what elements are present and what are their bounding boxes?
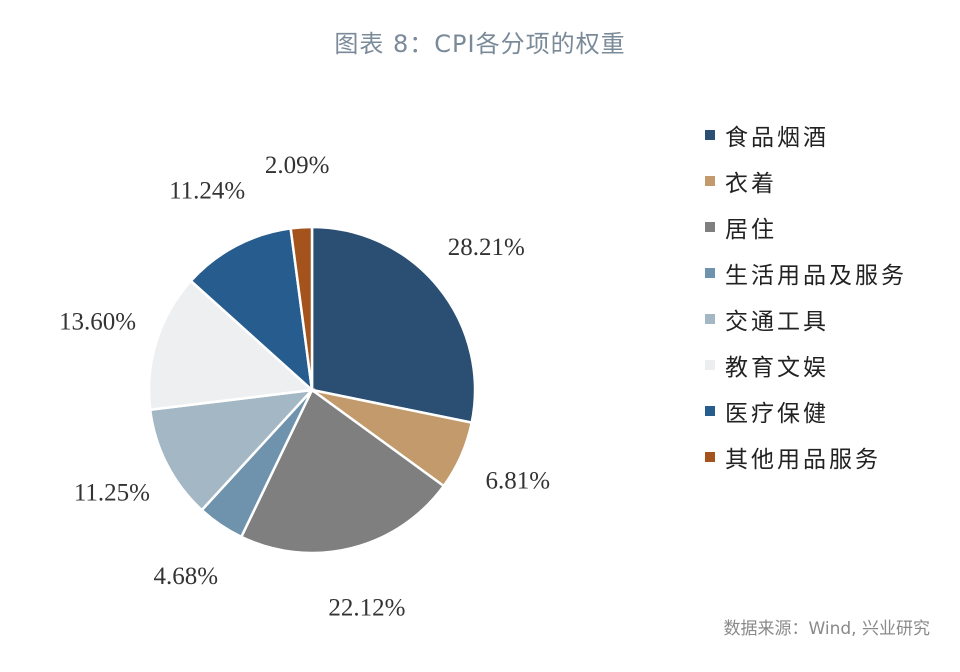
legend-swatch-icon [705,268,715,278]
pie-data-labels: 28.21% 6.81% 22.12% 4.68% 11.25% 13.60% 11.24%… [59,152,550,622]
pie-data-label-5: 11.25% [74,479,150,506]
legend-item-5: 交通工具 [705,296,907,342]
legend-swatch-icon [705,314,715,324]
pie-data-label-2: 6.81% [486,467,551,494]
legend-label: 居住 [725,217,777,243]
legend-label: 教育文娱 [725,355,829,381]
chart-title: 图表 8：CPI各分项的权重 [334,30,626,58]
legend-label: 其他用品服务 [725,447,881,473]
pie-slice-3 [239,388,446,555]
legend-label: 生活用品及服务 [725,263,907,289]
legend-swatch-icon [705,176,715,186]
chart-legend: 食品烟酒衣着居住生活用品及服务 交通工具教育文娱医疗保健其他用品服务 [705,112,907,480]
pie-slices [147,225,477,555]
pie-data-label-8: 2.09% [265,152,330,179]
pie-data-label-4: 4.68% [154,563,219,590]
legend-item-2: 衣着 [705,158,907,204]
legend-swatch-icon [705,222,715,232]
pie-data-label-3: 22.12% [328,595,405,622]
legend-item-1: 食品烟酒 [705,112,907,158]
pie-slice-8 [289,225,314,391]
legend-item-8: 其他用品服务 [705,434,907,480]
pie-data-label-6: 13.60% [59,309,136,336]
pie-data-label-7: 11.24% [169,177,245,204]
legend-item-7: 医疗保健 [705,388,907,434]
legend-swatch-icon [705,452,715,462]
legend-item-3: 居住 [705,204,907,250]
legend-label: 医疗保健 [725,401,829,427]
pie-slice-5 [148,388,316,512]
legend-label: 衣着 [725,171,777,197]
legend-label: 交通工具 [725,309,829,335]
source-note: 数据来源：Wind, 兴业研究 [723,619,930,639]
legend-swatch-icon [705,406,715,416]
legend-swatch-icon [705,130,715,140]
legend-item-6: 教育文娱 [705,342,907,388]
legend-label: 食品烟酒 [725,125,829,151]
legend-swatch-icon [705,360,715,370]
pie-data-label-1: 28.21% [448,234,525,261]
pie-slice-1 [310,225,477,425]
legend-item-4: 生活用品及服务 [705,250,907,296]
pie-slice-6 [147,279,315,412]
pie-slice-7 [189,226,314,394]
